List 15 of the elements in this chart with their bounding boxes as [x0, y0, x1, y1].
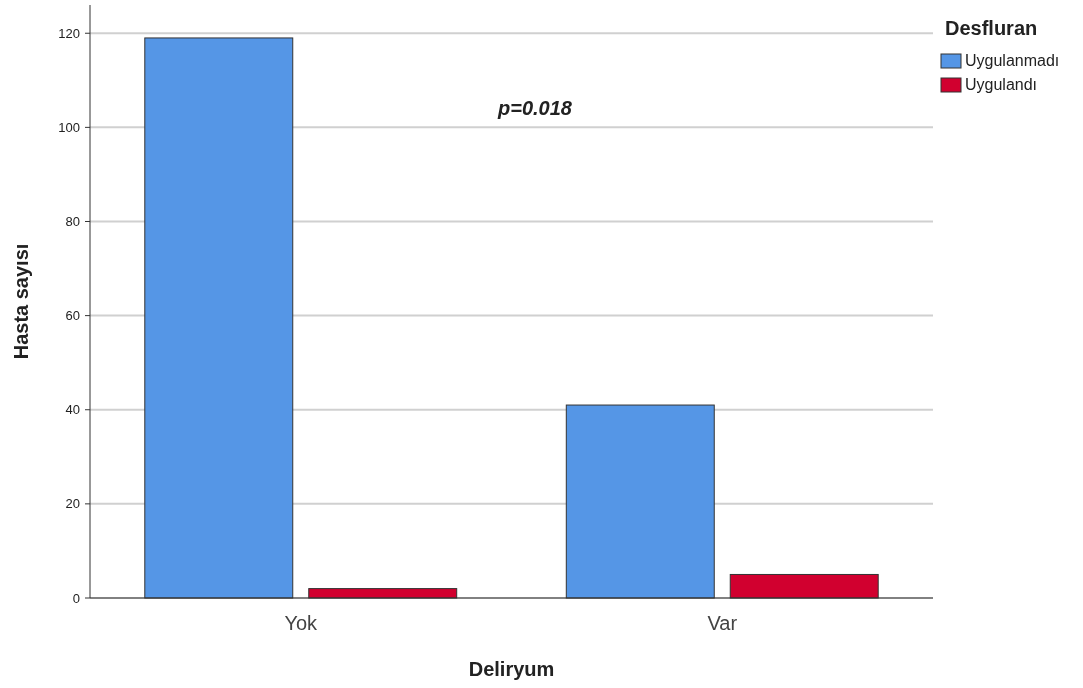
y-tick-label: 0 [72, 590, 80, 606]
y-tick-label: 80 [65, 214, 80, 230]
y-axis-title: Hasta sayısı [10, 243, 32, 360]
legend-title: Desfluran [945, 17, 1038, 39]
y-tick-label: 100 [58, 119, 80, 135]
y-tick-label: 20 [65, 496, 80, 512]
y-tick-label: 60 [65, 308, 80, 324]
legend-label: Uygulandı [965, 76, 1038, 93]
x-tick-label: Var [707, 612, 738, 634]
x-tick-label: Yok [284, 612, 319, 634]
x-axis-title: Deliryum [468, 658, 555, 680]
annotation: p=0.018 [497, 97, 573, 119]
legend-label: Uygulanmadı [965, 52, 1060, 69]
y-tick-label: 120 [58, 25, 80, 41]
y-tick-label: 40 [65, 402, 80, 418]
